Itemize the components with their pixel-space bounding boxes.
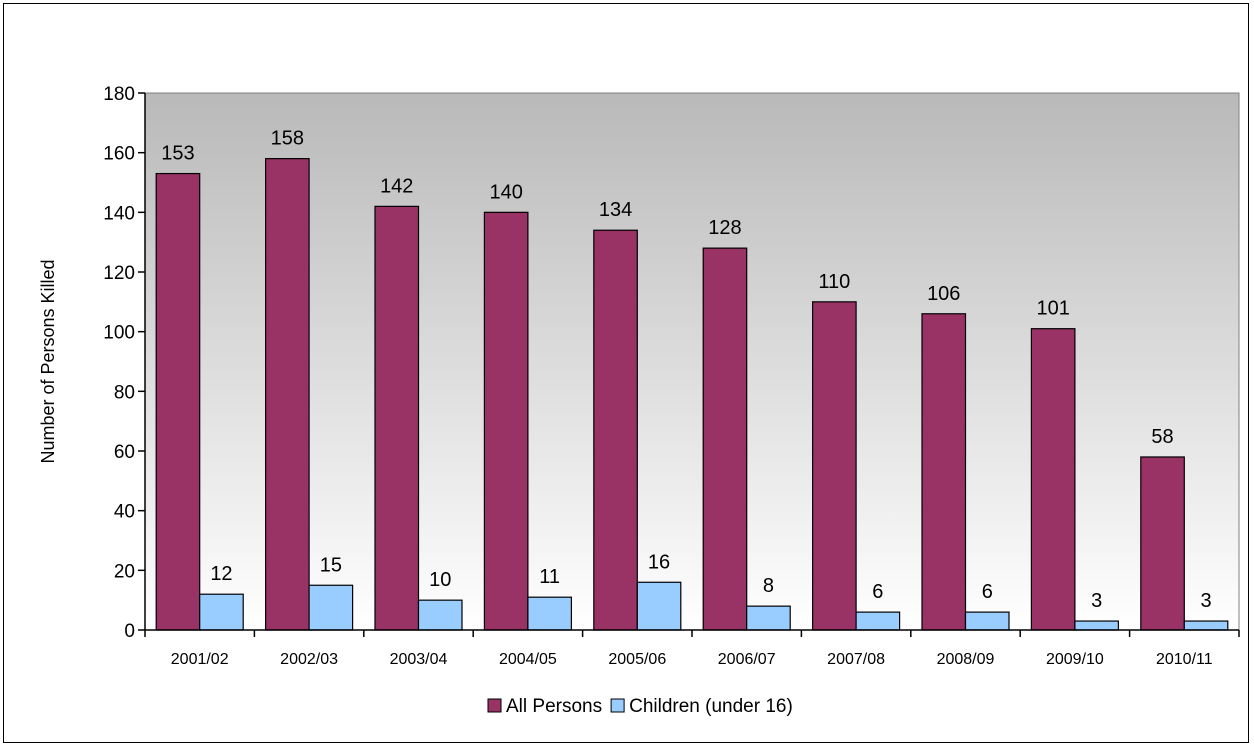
y-tick-label: 100: [103, 323, 135, 344]
bar-children: [1074, 620, 1120, 631]
y-tick-label: 40: [114, 502, 135, 523]
x-tick-label: 2006/07: [718, 651, 776, 668]
y-tick-label: 80: [114, 382, 135, 403]
bar-children: [308, 584, 354, 631]
bar-children: [1183, 620, 1229, 631]
data-label: 12: [210, 563, 232, 585]
data-label: 101: [1036, 298, 1069, 320]
data-label: 106: [927, 283, 960, 305]
y-tick-label: 60: [114, 442, 135, 463]
data-label: 6: [982, 581, 993, 603]
bar-all-persons: [265, 158, 310, 631]
bar-all-persons: [702, 247, 748, 631]
data-label: 3: [1200, 590, 1211, 612]
legend-label-all-persons: All Persons: [506, 696, 602, 717]
data-label: 3: [1091, 590, 1102, 612]
legend-swatch-all-persons: [487, 698, 502, 713]
data-label: 134: [599, 199, 632, 221]
bar-all-persons: [155, 172, 201, 631]
data-label: 16: [648, 551, 670, 573]
y-tick-label: 120: [103, 263, 135, 284]
bar-all-persons: [1140, 456, 1185, 631]
x-tick-label: 2007/08: [827, 651, 885, 668]
data-label: 142: [380, 175, 413, 197]
legend: All Persons Children (under 16): [487, 696, 793, 717]
bar-children: [746, 605, 791, 631]
x-tick-label: 2003/04: [390, 651, 448, 668]
bar-all-persons: [811, 301, 857, 631]
bar-children: [527, 596, 573, 631]
x-tick-label: 2002/03: [280, 651, 338, 668]
y-axis-title: Number of Persons Killed: [38, 259, 58, 463]
data-label: 10: [429, 569, 451, 591]
data-label: 6: [872, 581, 883, 603]
data-label: 110: [818, 271, 850, 293]
data-label: 11: [539, 566, 560, 588]
data-label: 8: [763, 575, 774, 597]
legend-label-children: Children (under 16): [629, 696, 793, 717]
bar-children: [636, 581, 682, 631]
bar-all-persons: [374, 205, 420, 631]
x-tick-label: 2001/02: [171, 651, 229, 668]
bar-children: [964, 611, 1010, 631]
data-label: 153: [161, 143, 194, 165]
y-tick-label: 160: [103, 144, 135, 165]
data-label: 128: [708, 217, 741, 239]
bar-all-persons: [483, 211, 529, 631]
y-tick-label: 140: [103, 203, 135, 224]
data-label: 15: [320, 554, 342, 576]
bar-all-persons: [921, 313, 967, 631]
data-label: 58: [1151, 426, 1173, 448]
bar-children: [199, 593, 244, 631]
y-tick-label: 180: [103, 84, 135, 105]
bar-children: [855, 611, 901, 631]
x-tick-label: 2004/05: [499, 651, 557, 668]
bar-children: [417, 599, 463, 631]
x-tick-label: 2008/09: [937, 651, 995, 668]
y-tick-label: 0: [124, 621, 135, 642]
x-tick-label: 2010/11: [1156, 651, 1213, 668]
y-tick-label: 20: [114, 561, 135, 582]
data-label: 158: [271, 128, 304, 150]
x-tick-label: 2009/10: [1046, 651, 1104, 668]
x-tick-label: 2005/06: [608, 651, 666, 668]
bar-all-persons: [1030, 328, 1076, 631]
bar-all-persons: [593, 229, 638, 631]
legend-swatch-children: [610, 698, 625, 713]
data-label: 140: [489, 181, 522, 203]
